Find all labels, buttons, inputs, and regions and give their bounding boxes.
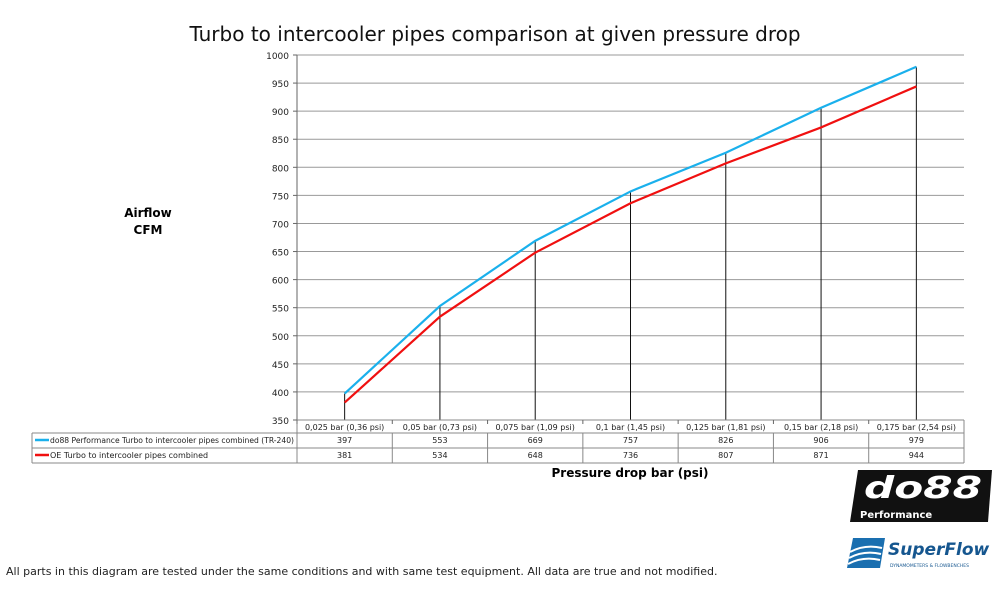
data-label: 979 — [909, 436, 924, 445]
x-tick-label: 0,025 bar (0,36 psi) — [305, 423, 384, 432]
x-tick-label: 0,125 bar (1,81 psi) — [686, 423, 765, 432]
y-tick-label: 400 — [272, 389, 289, 399]
do88-logo: do88 Performance — [850, 470, 992, 522]
y-tick-label: 900 — [272, 108, 289, 118]
superflow-logo-sub: DYNAMOMETERS & FLOWBENCHES — [890, 563, 969, 569]
superflow-logo-text: SuperFlow — [888, 540, 990, 560]
data-label: 826 — [718, 436, 733, 445]
y-tick-label: 700 — [272, 220, 289, 230]
y-tick-label: 650 — [272, 249, 289, 259]
data-label: 648 — [528, 451, 543, 460]
y-tick-label: 600 — [272, 277, 289, 287]
data-label: 736 — [623, 451, 638, 460]
y-tick-label: 550 — [272, 305, 289, 315]
y-tick-label: 850 — [272, 136, 289, 146]
y-tick-label: 1000 — [266, 52, 289, 62]
data-label: 397 — [337, 436, 352, 445]
y-tick-label: 350 — [272, 417, 289, 427]
legend-label: OE Turbo to intercooler pipes combined — [50, 451, 208, 460]
x-tick-label: 0,1 bar (1,45 psi) — [596, 423, 665, 432]
y-axis-label-2: CFM — [134, 223, 163, 237]
footer-note: All parts in this diagram are tested und… — [6, 565, 717, 578]
data-label: 807 — [718, 451, 733, 460]
x-axis-label: Pressure drop bar (psi) — [551, 466, 708, 480]
do88-logo-sub: Performance — [860, 510, 932, 521]
data-label: 669 — [528, 436, 543, 445]
y-tick-label: 800 — [272, 164, 289, 174]
x-tick-label: 0,075 bar (1,09 psi) — [496, 423, 575, 432]
y-tick-label: 950 — [272, 80, 289, 90]
x-tick-label: 0,05 bar (0,73 psi) — [403, 423, 477, 432]
y-tick-label: 500 — [272, 333, 289, 343]
superflow-logo: SuperFlow DYNAMOMETERS & FLOWBENCHES — [847, 538, 990, 569]
legend-label: do88 Performance Turbo to intercooler pi… — [50, 436, 294, 445]
data-label: 553 — [432, 436, 447, 445]
x-tick-label: 0,15 bar (2,18 psi) — [784, 423, 858, 432]
do88-logo-text: do88 — [864, 471, 982, 506]
data-label: 381 — [337, 451, 352, 460]
data-label: 871 — [813, 451, 828, 460]
data-label: 906 — [813, 436, 828, 445]
y-axis-label-1: Airflow — [124, 206, 172, 220]
chart-title: Turbo to intercooler pipes comparison at… — [188, 22, 800, 46]
data-label: 534 — [432, 451, 447, 460]
y-tick-label: 450 — [272, 361, 289, 371]
x-tick-label: 0,175 bar (2,54 psi) — [877, 423, 956, 432]
data-label: 757 — [623, 436, 638, 445]
y-tick-label: 750 — [272, 192, 289, 202]
data-label: 944 — [909, 451, 924, 460]
